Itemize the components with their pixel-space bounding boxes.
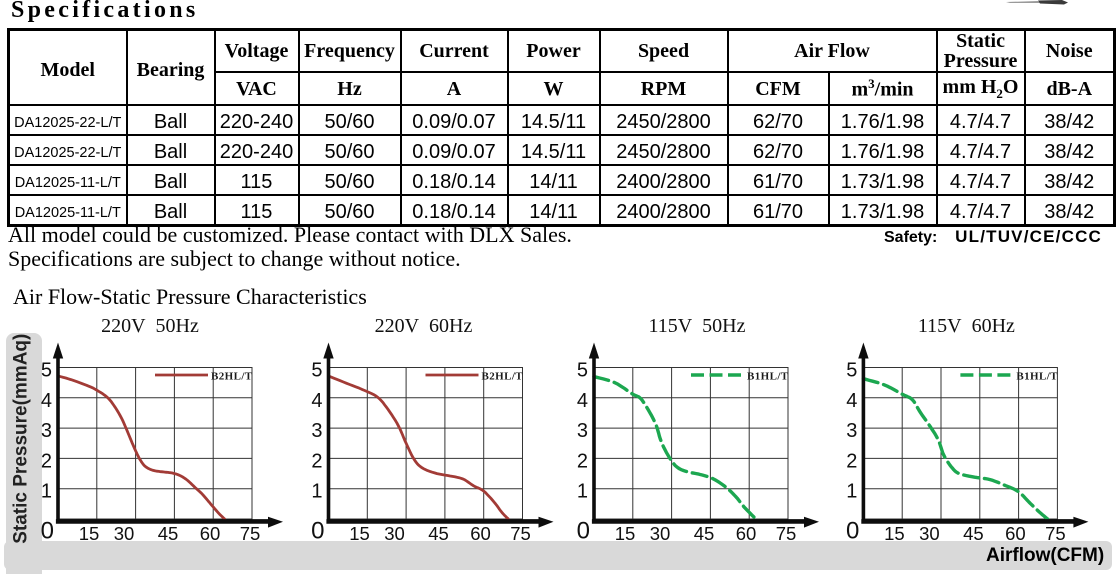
svg-text:2: 2 [41, 450, 52, 472]
svg-text:1: 1 [846, 481, 857, 503]
svg-text:75: 75 [776, 523, 797, 544]
svg-text:3: 3 [41, 420, 52, 442]
svg-text:0: 0 [311, 518, 324, 545]
svg-text:60: 60 [1005, 523, 1026, 544]
svg-text:B2HL/T: B2HL/T [211, 371, 253, 383]
svg-text:4: 4 [846, 390, 857, 412]
svg-text:B1HL/T: B1HL/T [747, 371, 789, 383]
svg-text:3: 3 [577, 420, 588, 442]
svg-text:60: 60 [470, 523, 491, 544]
svg-text:45: 45 [428, 523, 449, 544]
svg-text:45: 45 [694, 523, 715, 544]
svg-text:220V 60Hz: 220V 60Hz [375, 315, 473, 337]
svg-text:1: 1 [41, 481, 52, 503]
svg-text:60: 60 [736, 523, 757, 544]
svg-text:2: 2 [577, 450, 588, 472]
svg-text:30: 30 [650, 523, 671, 544]
svg-text:115V 50Hz: 115V 50Hz [648, 315, 745, 337]
svg-text:4: 4 [41, 390, 52, 412]
svg-text:30: 30 [384, 523, 405, 544]
svg-text:4: 4 [311, 390, 322, 412]
svg-text:15: 15 [615, 523, 636, 544]
svg-text:5: 5 [41, 360, 52, 382]
svg-text:3: 3 [311, 420, 322, 442]
svg-text:220V 50Hz: 220V 50Hz [101, 315, 199, 337]
svg-text:5: 5 [846, 360, 857, 382]
svg-text:30: 30 [114, 523, 135, 544]
svg-text:45: 45 [158, 523, 179, 544]
svg-text:Static Pressure(mmAq): Static Pressure(mmAq) [11, 334, 32, 544]
svg-text:15: 15 [884, 523, 905, 544]
svg-text:15: 15 [79, 523, 100, 544]
svg-text:5: 5 [311, 360, 322, 382]
svg-text:75: 75 [240, 523, 261, 544]
svg-text:0: 0 [577, 518, 590, 545]
svg-text:B2HL/T: B2HL/T [482, 371, 524, 383]
svg-text:75: 75 [510, 523, 531, 544]
svg-text:3: 3 [846, 420, 857, 442]
svg-text:30: 30 [919, 523, 940, 544]
svg-text:5: 5 [577, 360, 588, 382]
svg-text:1: 1 [577, 481, 588, 503]
svg-text:0: 0 [41, 518, 54, 545]
svg-text:115V 60Hz: 115V 60Hz [918, 315, 1015, 337]
svg-text:60: 60 [200, 523, 221, 544]
svg-text:15: 15 [349, 523, 370, 544]
svg-text:1: 1 [311, 481, 322, 503]
svg-text:4: 4 [577, 390, 588, 412]
svg-text:45: 45 [963, 523, 984, 544]
svg-text:2: 2 [846, 450, 857, 472]
svg-text:2: 2 [311, 450, 322, 472]
svg-text:B1HL/T: B1HL/T [1016, 371, 1058, 383]
svg-text:0: 0 [846, 518, 859, 545]
svg-text:75: 75 [1045, 523, 1066, 544]
